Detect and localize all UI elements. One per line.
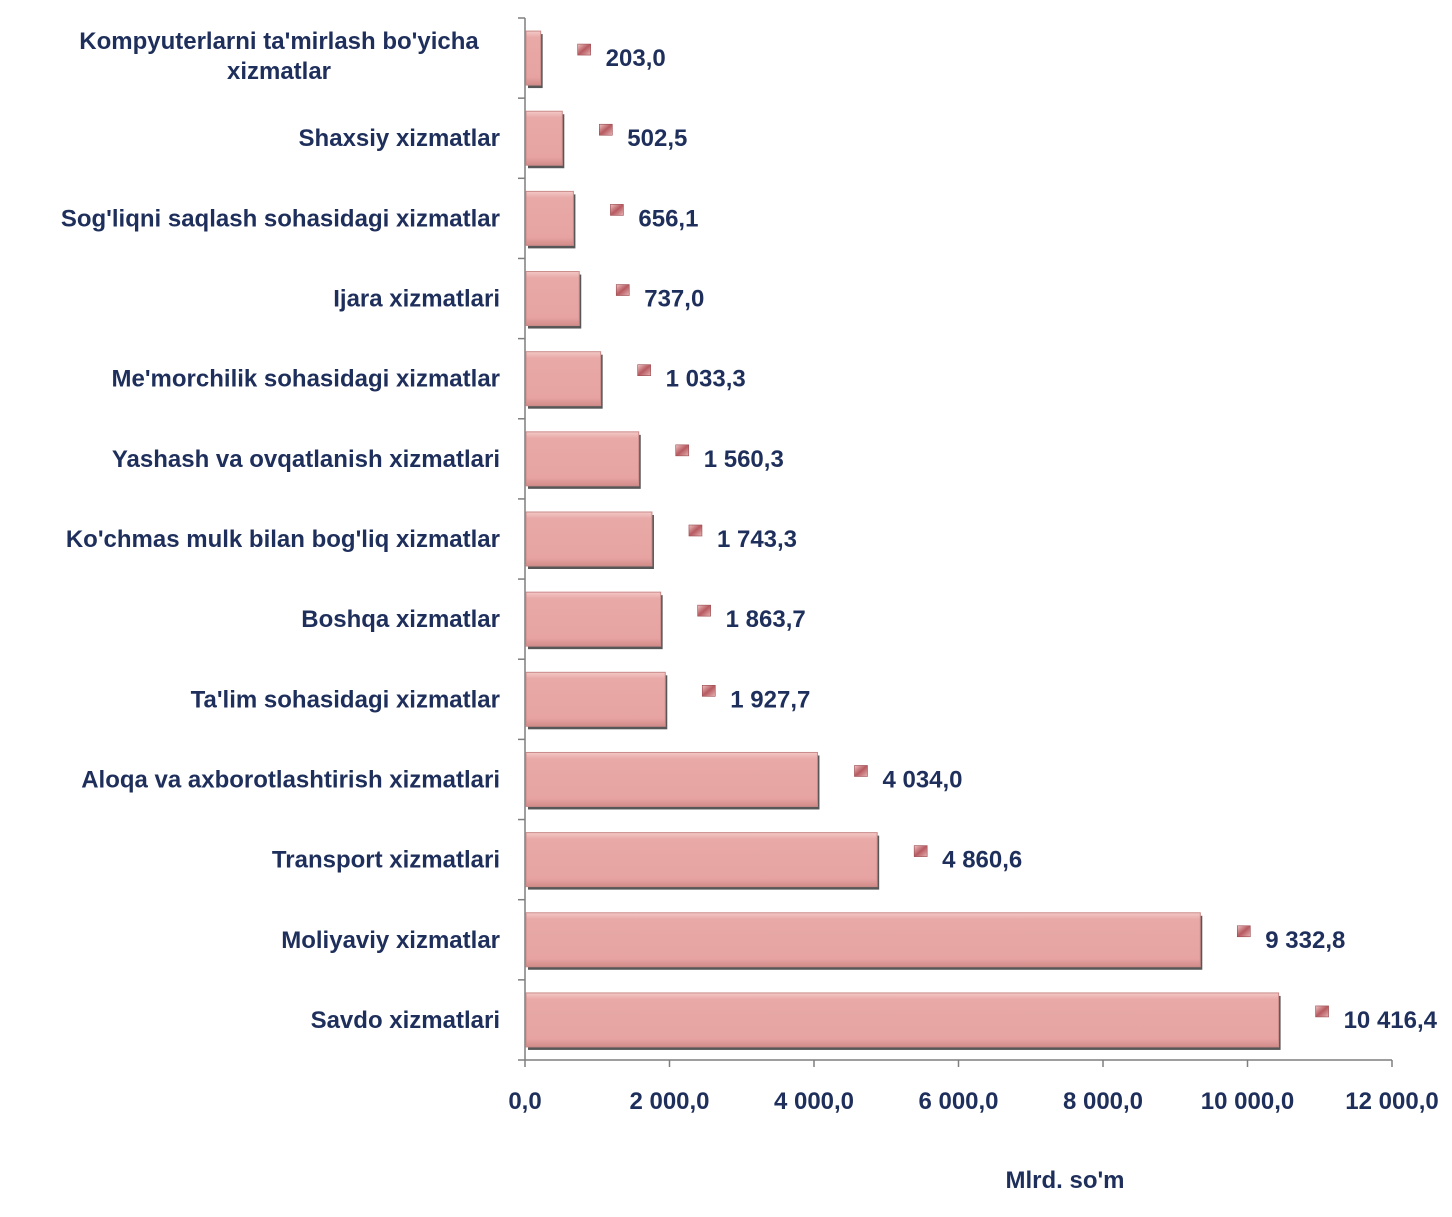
bar (525, 671, 666, 727)
category-label: Moliyaviy xizmatlar (281, 927, 500, 954)
bar (525, 351, 602, 407)
category-label: Transport xizmatlari (272, 847, 500, 874)
category-label: Sog'liqni saqlash sohasidagi xizmatlar (61, 205, 500, 232)
bar (525, 110, 563, 166)
bar (525, 751, 818, 807)
data-label-marker (610, 204, 624, 216)
bar (525, 431, 640, 487)
bar (525, 511, 653, 567)
bar (525, 30, 542, 86)
x-tick-label: 6 000,0 (918, 1088, 998, 1115)
bar (525, 271, 580, 327)
labels: 203,0 Kompyuterlarni ta'mirlash bo'yicha x… (61, 28, 1438, 1034)
x-tick-label: 10 000,0 (1201, 1088, 1294, 1115)
category-label: Kompyuterlarni ta'mirlash bo'yicha xizmat… (79, 28, 479, 85)
category-label: Aloqa va axborotlashtirish xizmatlari (81, 766, 500, 793)
data-label: 1 560,3 (704, 446, 784, 473)
x-tick-label: 0,0 (508, 1088, 541, 1115)
category-label: Ko'chmas mulk bilan bog'liq xizmatlar (66, 526, 500, 553)
bar (525, 190, 574, 246)
x-tick-label: 8 000,0 (1063, 1088, 1143, 1115)
x-axis-title: Mlrd. so'm (1005, 1167, 1124, 1194)
data-label: 656,1 (638, 205, 698, 232)
data-label: 4 860,6 (942, 847, 1022, 874)
data-label-marker (1315, 1005, 1329, 1018)
data-label-marker (697, 604, 711, 617)
category-label: Ijara xizmatlari (333, 286, 500, 313)
data-label-marker (577, 43, 591, 56)
data-label: 10 416,4 (1344, 1007, 1438, 1034)
category-label: Shaxsiy xizmatlar (299, 125, 500, 152)
data-label-marker (1236, 925, 1251, 938)
data-label-marker (615, 284, 630, 296)
category-label: Yashash va ovqatlanish xizmatlari (112, 446, 500, 473)
data-label: 203,0 (606, 45, 666, 72)
category-label: Savdo xizmatlari (311, 1007, 500, 1034)
data-label: 1 033,3 (666, 366, 746, 393)
category-label: Me'morchilik sohasidagi xizmatlar (112, 366, 501, 393)
data-label: 4 034,0 (882, 766, 962, 793)
data-label: 737,0 (644, 286, 704, 313)
data-label-marker (637, 364, 651, 376)
data-label: 1 927,7 (730, 686, 810, 713)
bar (525, 832, 878, 888)
data-label-marker (701, 685, 716, 697)
bar (525, 591, 662, 647)
bar (525, 912, 1201, 968)
x-tick-label: 4 000,0 (774, 1088, 854, 1115)
data-label-marker (675, 444, 690, 457)
data-label-marker (599, 123, 613, 136)
bar (525, 992, 1280, 1048)
data-label: 9 332,8 (1265, 927, 1345, 954)
data-label: 502,5 (627, 125, 687, 152)
category-label: Ta'lim sohasidagi xizmatlar (191, 686, 500, 713)
data-label: 1 743,3 (717, 526, 797, 553)
data-label-marker (688, 524, 703, 537)
data-label-marker (854, 765, 868, 777)
bars (525, 30, 1281, 1050)
category-label: Boshqa xizmatlar (301, 606, 500, 633)
axes: 0,0 2 000,0 4 000,0 6 000,0 8 000,0 10 000,0 1… (508, 17, 1439, 1115)
x-tick-label: 2 000,0 (629, 1088, 709, 1115)
data-label-marker (913, 845, 928, 857)
x-tick-label: 12 000,0 (1345, 1088, 1438, 1115)
data-label: 1 863,7 (726, 606, 806, 633)
